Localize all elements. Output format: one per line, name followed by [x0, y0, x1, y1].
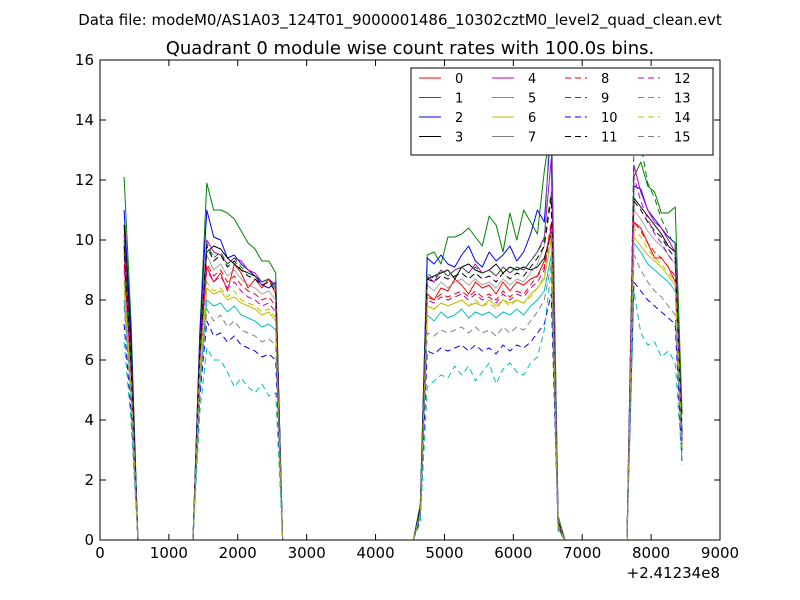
legend-label-5: 5: [528, 92, 536, 107]
y-tick-label: 2: [84, 471, 94, 489]
legend-label-7: 7: [528, 131, 536, 146]
legend-label-6: 6: [528, 111, 536, 126]
legend-label-14: 14: [674, 111, 691, 126]
legend-label-1: 1: [455, 92, 463, 107]
x-tick-label: 9000: [701, 544, 739, 562]
x-tick-label: 6000: [494, 544, 532, 562]
y-tick-label: 6: [84, 351, 94, 369]
x-tick-label: 3000: [288, 544, 326, 562]
y-tick-label: 10: [75, 231, 94, 249]
legend-label-9: 9: [601, 92, 609, 107]
legend-label-8: 8: [601, 72, 609, 87]
chart-title: Quadrant 0 module wise count rates with …: [166, 38, 655, 59]
legend-label-2: 2: [455, 111, 463, 126]
legend-label-3: 3: [455, 131, 463, 146]
x-tick-label: 2000: [219, 544, 257, 562]
legend-label-12: 12: [674, 72, 691, 87]
legend-box: [410, 67, 714, 156]
y-tick-label: 12: [75, 171, 94, 189]
x-tick-label: 7000: [563, 544, 601, 562]
legend-label-4: 4: [528, 72, 536, 87]
y-tick-label: 4: [84, 411, 94, 429]
legend-label-13: 13: [674, 92, 691, 107]
x-axis: 0 1000 2000 3000 4000 5000 6000 7000 8000 9000: [95, 60, 739, 562]
y-tick-label: 0: [84, 531, 94, 549]
x-tick-label: 4000: [356, 544, 394, 562]
y-tick-label: 16: [75, 51, 94, 69]
x-tick-label: 8000: [632, 544, 670, 562]
x-tick-label: 0: [95, 544, 105, 562]
x-offset-label: +2.41234e8: [627, 564, 720, 582]
legend-label-10: 10: [601, 111, 618, 126]
figure-suptitle: Data file: modeM0/AS1A03_124T01_90000014…: [78, 11, 722, 30]
legend-label-15: 15: [674, 131, 691, 146]
y-tick-label: 14: [75, 111, 94, 129]
legend-label-0: 0: [455, 72, 463, 87]
x-tick-label: 1000: [150, 544, 188, 562]
y-tick-label: 8: [84, 291, 94, 309]
legend-label-11: 11: [601, 131, 618, 146]
x-tick-label: 5000: [425, 544, 463, 562]
